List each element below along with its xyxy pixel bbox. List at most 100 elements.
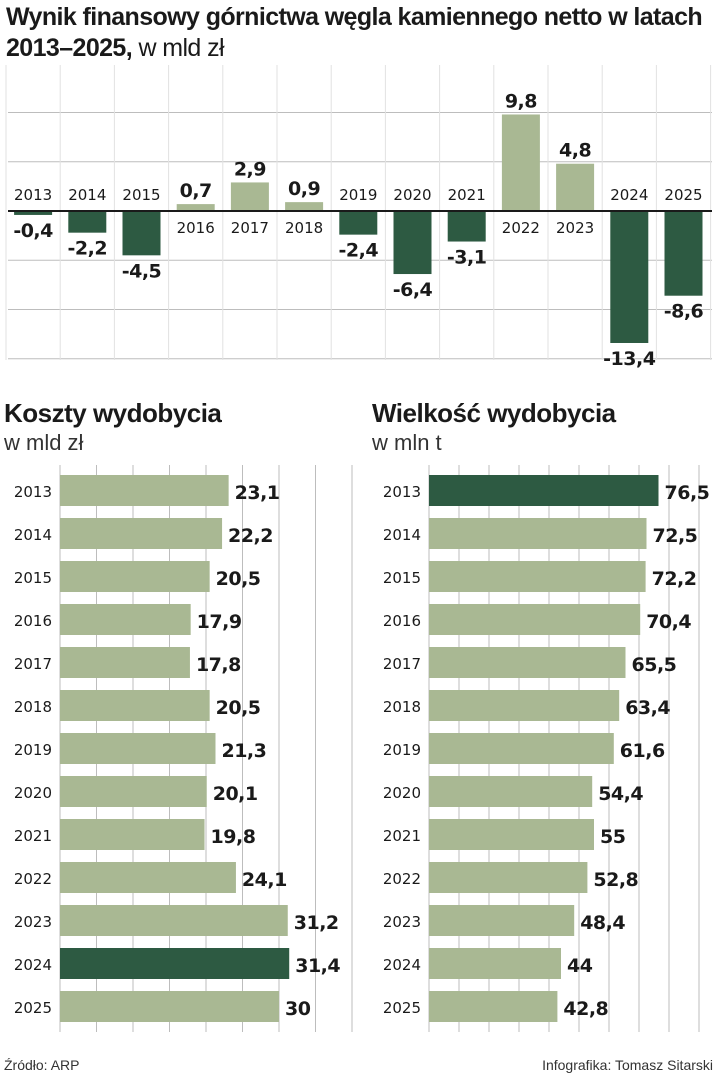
value-label: 20,1: [213, 783, 258, 805]
bar: [230, 182, 269, 211]
bar: [60, 948, 290, 979]
bar: [60, 561, 210, 592]
year-label: 2021: [14, 827, 52, 845]
source-note: Źródło: ARP: [4, 1057, 80, 1073]
value-label: -4,5: [122, 260, 162, 282]
bar: [339, 211, 378, 235]
bar: [429, 733, 614, 764]
year-label: 2022: [502, 219, 540, 237]
value-label: -3,1: [447, 247, 487, 269]
bar: [664, 211, 703, 296]
bar: [60, 733, 216, 764]
bar: [60, 475, 229, 506]
year-label: 2020: [14, 784, 52, 802]
bar: [429, 991, 558, 1022]
bar: [122, 211, 161, 256]
bar: [429, 475, 659, 506]
value-label: 20,5: [216, 697, 261, 719]
value-label: 19,8: [211, 826, 256, 848]
value-label: -6,4: [393, 279, 433, 301]
bar: [429, 905, 575, 936]
year-label: 2016: [177, 219, 215, 237]
year-label: 2021: [383, 827, 421, 845]
year-label: 2024: [610, 186, 648, 204]
value-label: 61,6: [620, 740, 665, 762]
year-label: 2014: [383, 526, 421, 544]
value-label: -0,4: [13, 220, 53, 242]
value-label: 76,5: [665, 482, 710, 504]
bar: [429, 604, 641, 635]
year-label: 2013: [14, 483, 52, 501]
year-label: 2013: [14, 186, 52, 204]
value-label: 30: [285, 998, 311, 1020]
bar: [60, 604, 191, 635]
year-label: 2024: [14, 956, 52, 974]
year-label: 2014: [68, 186, 106, 204]
year-label: 2017: [383, 655, 421, 673]
output-unit: w mln t: [372, 430, 442, 455]
value-label: 42,8: [563, 998, 608, 1020]
year-label: 2020: [393, 186, 431, 204]
value-label: 17,8: [196, 654, 241, 676]
bar: [447, 211, 486, 242]
bar: [60, 905, 288, 936]
year-label: 2025: [383, 999, 421, 1017]
value-label: 48,4: [580, 912, 625, 934]
year-label: 2018: [285, 219, 323, 237]
costs-unit: w mld zł: [4, 430, 84, 455]
value-label: 24,1: [242, 869, 287, 891]
value-label: 54,4: [598, 783, 643, 805]
bar: [556, 163, 595, 211]
year-label: 2017: [14, 655, 52, 673]
bar: [60, 647, 190, 678]
page-title: Wynik finansowy górnictwa węgla kamienne…: [6, 2, 711, 64]
value-label: 72,2: [652, 568, 697, 590]
value-label: -8,6: [664, 301, 704, 323]
output-chart: 2013 76,5 2014 72,5 2015 72,2 2016 70,4 2017 65,5…: [383, 465, 710, 1032]
value-label: 65,5: [632, 654, 677, 676]
bar: [68, 211, 107, 233]
bar: [429, 561, 646, 592]
year-label: 2013: [383, 483, 421, 501]
value-label: 2,9: [234, 158, 266, 180]
bar: [429, 862, 588, 893]
bar: [393, 211, 432, 275]
title-main: Wynik finansowy górnictwa węgla kamienne…: [6, 3, 703, 62]
value-label: 55: [600, 826, 625, 848]
value-label: 31,2: [294, 912, 339, 934]
year-label: 2025: [664, 186, 702, 204]
net-result-chart: -0,4 2013 -2,2 2014 -4,5 2015 0,7 2016 2,9 2017 0,…: [5, 65, 712, 370]
costs-chart: 2013 23,1 2014 22,2 2015 20,5 2016 17,9 2017 17,8…: [14, 465, 353, 1032]
year-label: 2022: [14, 870, 52, 888]
bar: [60, 776, 207, 807]
value-label: 0,9: [288, 178, 320, 200]
year-label: 2017: [231, 219, 269, 237]
value-label: 44: [567, 955, 593, 977]
value-label: -2,4: [339, 240, 379, 262]
year-label: 2021: [448, 186, 486, 204]
value-label: 17,9: [197, 611, 242, 633]
title-unit: w mld zł: [138, 34, 224, 62]
year-label: 2023: [556, 219, 594, 237]
costs-title: Koszty wydobycia: [4, 398, 222, 428]
value-label: 52,8: [593, 869, 638, 891]
year-label: 2014: [14, 526, 52, 544]
year-label: 2025: [14, 999, 52, 1017]
year-label: 2019: [383, 741, 421, 759]
value-label: -13,4: [603, 348, 656, 370]
year-label: 2015: [122, 186, 160, 204]
value-label: 4,8: [559, 140, 591, 162]
value-label: 21,3: [221, 740, 266, 762]
year-label: 2015: [383, 569, 421, 587]
value-label: 0,7: [180, 180, 212, 202]
bar: [285, 202, 324, 211]
bar: [429, 690, 620, 721]
bar: [60, 518, 223, 549]
bar: [501, 114, 540, 211]
year-label: 2016: [383, 612, 421, 630]
year-label: 2015: [14, 569, 52, 587]
bar: [176, 204, 215, 211]
credit-note: Infografika: Tomasz Sitarski: [542, 1057, 713, 1073]
year-label: 2016: [14, 612, 52, 630]
bar: [429, 819, 594, 850]
